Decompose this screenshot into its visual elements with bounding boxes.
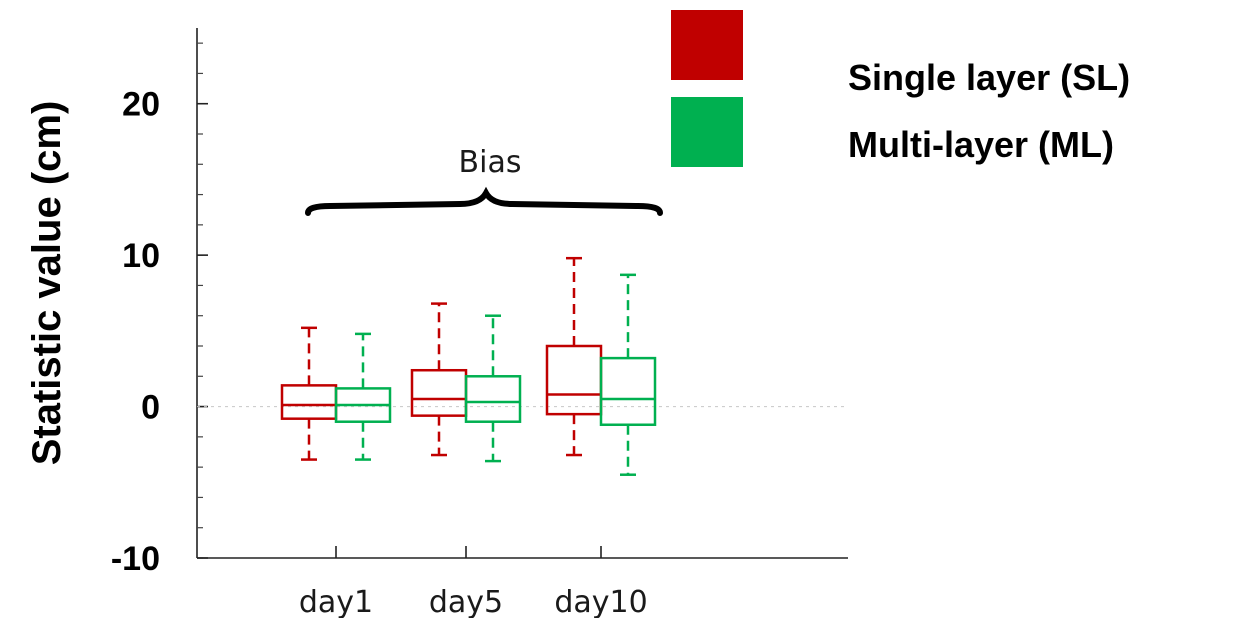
legend-label-sl: Single layer (SL) [848, 57, 1130, 98]
box-ml-day5 [464, 314, 522, 463]
legend-label-ml: Multi-layer (ML) [848, 124, 1114, 165]
box-iqr [545, 344, 603, 416]
axis-labels: -10 0 10 20 day1 day5 day10 Statistic value (cm… [25, 86, 663, 618]
x-tick-label: day5 [429, 585, 503, 618]
box-marks [280, 256, 657, 476]
y-tick-label: -10 [111, 540, 160, 578]
x-tick-label: day10 [554, 585, 647, 618]
box-iqr [280, 384, 338, 420]
bias-annotation: Bias [459, 145, 522, 180]
bias-brace [305, 186, 663, 216]
box-sl-day10 [545, 256, 603, 457]
y-tick-label: 10 [122, 237, 160, 275]
box-sl-day5 [410, 302, 468, 457]
box-iqr [464, 375, 522, 423]
y-tick-label: 0 [141, 389, 160, 427]
box-ml-day10 [599, 273, 657, 476]
y-tick-label: 20 [122, 86, 160, 124]
box-ml-day1 [334, 332, 392, 461]
legend: Single layer (SL) Multi-layer (ML) [671, 10, 1130, 167]
box-iqr [599, 356, 657, 426]
legend-swatch-sl [671, 10, 743, 80]
box-sl-day1 [280, 326, 338, 461]
axes [196, 28, 848, 559]
x-tick-label: day1 [299, 585, 373, 618]
legend-swatch-ml [671, 97, 743, 167]
box-iqr [410, 368, 468, 417]
y-axis-label: Statistic value (cm) [25, 101, 69, 466]
